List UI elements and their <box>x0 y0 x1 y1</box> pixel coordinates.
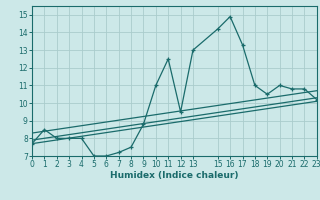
X-axis label: Humidex (Indice chaleur): Humidex (Indice chaleur) <box>110 171 239 180</box>
